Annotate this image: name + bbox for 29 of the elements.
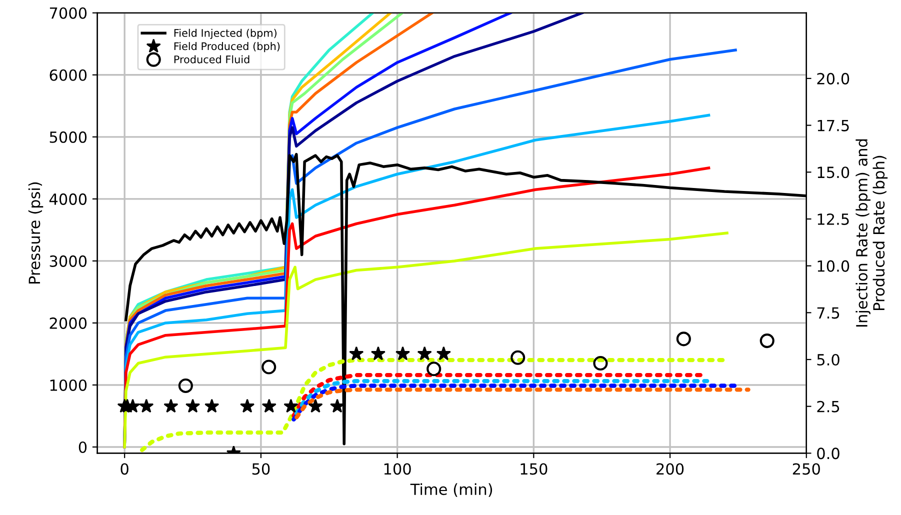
y2-tick-label: 7.5 [817, 307, 840, 319]
y-tick-label: 5000 [50, 131, 87, 143]
y-tick-label: 0 [78, 441, 87, 454]
legend-label: Field Injected (bpm) [174, 28, 276, 39]
y-tick-label: 7000 [50, 7, 87, 19]
y-tick-label: 4000 [49, 193, 87, 205]
y2-tick-label: 17.5 [818, 120, 849, 132]
y2-tick-label: 20.0 [817, 72, 850, 84]
y2-tick-label: 5.0 [817, 354, 840, 366]
y2-tick-label: 0.0 [817, 448, 840, 460]
x-tick-label: 100 [384, 463, 411, 475]
x-axis-title: Time (min) [410, 483, 492, 497]
legend-label: Field Produced (bph) [174, 42, 280, 52]
y-tick-label: 3000 [50, 255, 87, 267]
x-tick-label: 150 [520, 463, 548, 475]
y2-tick-label: 12.5 [818, 213, 849, 226]
x-tick-label: 50 [252, 463, 270, 475]
y-tick-label: 1000 [50, 379, 87, 391]
y-tick-label: 6000 [50, 69, 87, 81]
legend-label: Produced Fluid [174, 55, 250, 64]
y2-tick-label: 2.5 [817, 400, 840, 412]
x-tick-label: 200 [656, 463, 684, 475]
y2-tick-label: 15.0 [818, 166, 850, 178]
x-tick-label: 250 [792, 463, 820, 475]
y-tick-label: 2000 [50, 317, 87, 329]
x-tick-label: 0 [120, 463, 128, 475]
y2-axis-title: Injection Rate (bpm) and Produced Rate (bph) [856, 139, 888, 327]
y2-tick-label: 10.0 [818, 260, 850, 272]
y-axis-title: Pressure (psi) [28, 182, 44, 284]
